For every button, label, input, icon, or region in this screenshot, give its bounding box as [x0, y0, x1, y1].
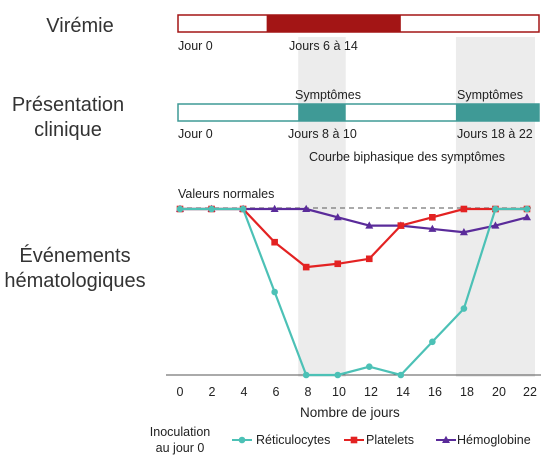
data-point	[459, 228, 468, 236]
data-point	[365, 255, 373, 263]
data-point	[429, 214, 436, 221]
row-label-clinical-line1: Présentation	[11, 94, 125, 116]
data-point	[365, 363, 373, 371]
data-point	[302, 371, 310, 379]
x-tick-label: 18	[460, 385, 474, 399]
inoculation-note-line1: Inoculation	[149, 425, 211, 439]
data-point	[176, 205, 184, 213]
data-point	[270, 204, 279, 212]
data-point	[460, 305, 468, 312]
x-tick-label: 4	[240, 385, 248, 399]
row-label-hematologic-line1: Événements	[19, 245, 131, 267]
legend-swatch-marker	[442, 435, 450, 443]
data-point	[397, 222, 405, 229]
data-point	[302, 263, 310, 271]
symptoms-range-label-2: Jours 18 à 22	[457, 127, 533, 141]
row-label-viremia: Virémie	[46, 15, 114, 37]
x-tick-label: 10	[332, 385, 346, 399]
data-point	[492, 205, 499, 213]
biphasic-note: Courbe biphasique des symptômes	[309, 150, 505, 164]
x-tick-label: 12	[364, 385, 378, 399]
data-point	[460, 205, 468, 213]
data-point	[491, 221, 500, 229]
viremia-highlight	[266, 15, 401, 32]
clinical-start-label: Jour 0	[178, 127, 213, 141]
inoculation-note-line2: au jour 0	[155, 441, 205, 455]
symptom-period	[298, 104, 346, 121]
x-tick-label: 20	[492, 385, 506, 399]
data-point	[428, 224, 437, 232]
row-label-clinical: Présentation clinique	[0, 93, 136, 143]
data-point	[208, 205, 215, 213]
symptoms-label-1: Symptômes	[295, 88, 361, 102]
inoculation-note: Inoculation au jour 0	[140, 424, 220, 456]
x-axis-label: Nombre de jours	[300, 405, 400, 420]
data-point	[333, 213, 342, 221]
legend-label-platelets: Platelets	[366, 433, 414, 447]
data-point	[429, 338, 436, 346]
symptoms-label-2: Symptômes	[457, 88, 523, 102]
data-point	[397, 371, 405, 379]
data-point	[523, 205, 531, 213]
viremia-start-label: Jour 0	[178, 39, 213, 53]
x-tick-label: 14	[396, 385, 410, 399]
series-line	[180, 207, 527, 377]
x-tick-label: 16	[428, 385, 442, 399]
symptom-period	[455, 104, 539, 121]
row-label-hematologic: Événements hématologiques	[0, 244, 150, 294]
viremia-range-label: Jours 6 à 14	[289, 39, 358, 53]
normal-values-label: Valeurs normales	[178, 187, 275, 201]
row-label-hematologic-line2: hématologiques	[4, 270, 146, 292]
legend-label-reticulocytes: Réticulocytes	[256, 433, 331, 447]
data-point	[365, 221, 374, 229]
data-point	[334, 371, 342, 379]
x-tick-label: 0	[176, 385, 184, 399]
data-point	[302, 204, 311, 212]
x-tick-label: 6	[272, 385, 280, 399]
legend-label-hemoglobin: Hémoglobine	[457, 433, 531, 447]
symptoms-range-label-1: Jours 8 à 10	[288, 127, 357, 141]
data-point	[334, 260, 342, 268]
row-label-clinical-line2: clinique	[34, 119, 102, 141]
x-tick-label: 8	[304, 385, 312, 399]
data-point	[239, 205, 247, 213]
legend-swatch-marker	[238, 436, 246, 444]
data-point	[271, 238, 278, 246]
x-tick-label: 2	[208, 385, 216, 399]
data-point	[271, 288, 278, 296]
x-tick-label: 22	[523, 385, 537, 399]
data-point	[523, 213, 531, 221]
legend-swatch-marker	[350, 436, 358, 444]
